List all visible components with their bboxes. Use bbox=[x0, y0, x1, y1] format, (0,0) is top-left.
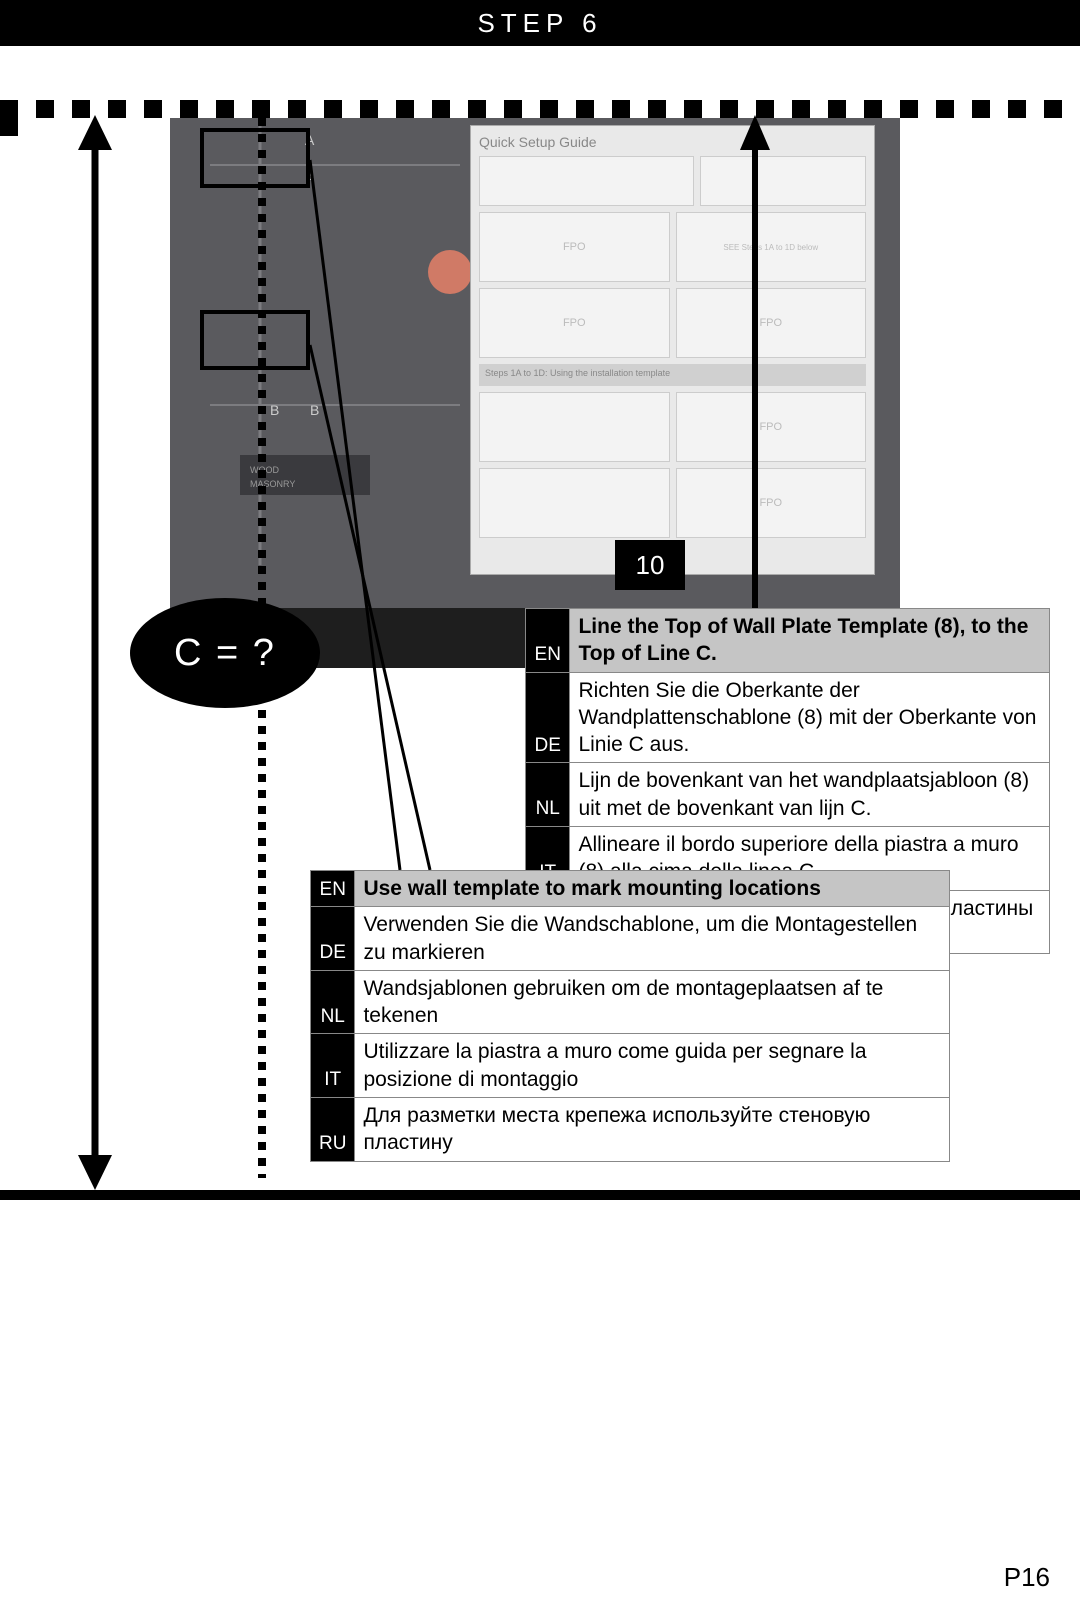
fpo-cell: FPO bbox=[676, 392, 867, 462]
lang-code: NL bbox=[526, 763, 570, 827]
bottom-rule bbox=[0, 1190, 1080, 1200]
lang-code: IT bbox=[311, 1034, 355, 1098]
lang-code: RU bbox=[311, 1098, 355, 1162]
instruction-table-2: ENUse wall template to mark mounting loc… bbox=[310, 870, 950, 1162]
lang-code: DE bbox=[526, 672, 570, 763]
lang-text: Для разметки места крепежа используйте с… bbox=[355, 1098, 950, 1162]
page-number: P16 bbox=[1004, 1562, 1050, 1593]
lang-text: Richten Sie die Oberkante der Wandplatte… bbox=[570, 672, 1050, 763]
center-circle-icon bbox=[428, 250, 472, 294]
lang-text: Wandsjablonen gebruiken om de montagepla… bbox=[355, 970, 950, 1034]
lang-text: Use wall template to mark mounting locat… bbox=[355, 871, 950, 907]
lang-text: Line the Top of Wall Plate Template (8),… bbox=[570, 609, 1050, 673]
lang-code: EN bbox=[311, 871, 355, 907]
fpo-cell: FPO bbox=[479, 212, 670, 282]
quick-setup-guide: Quick Setup Guide FPO SEE Steps 1A to 1D… bbox=[470, 125, 875, 575]
lang-text: Verwenden Sie die Wandschablone, um die … bbox=[355, 907, 950, 971]
guide-title: Quick Setup Guide bbox=[479, 134, 866, 150]
lang-text: Lijn de bovenkant van het wandplaatsjabl… bbox=[570, 763, 1050, 827]
guide-strip: Steps 1A to 1D: Using the installation t… bbox=[479, 364, 866, 386]
fpo-cell: FPO bbox=[676, 468, 867, 538]
top-dashed-line: (function(){ var html=''; for(var i=0;i<… bbox=[0, 100, 1080, 118]
lang-text: Utilizzare la piastra a muro come guida … bbox=[355, 1034, 950, 1098]
callout-10: 10 bbox=[615, 540, 685, 590]
fpo-cell: FPO bbox=[676, 288, 867, 358]
equation-ellipse: C = ? bbox=[130, 598, 320, 708]
lang-code: NL bbox=[311, 970, 355, 1034]
highlight-box-bottom bbox=[200, 310, 310, 370]
lang-code: DE bbox=[311, 907, 355, 971]
highlight-box-top bbox=[200, 128, 310, 188]
lang-code: EN bbox=[526, 609, 570, 673]
step-header: STEP 6 bbox=[0, 0, 1080, 46]
fpo-cell: FPO bbox=[479, 288, 670, 358]
